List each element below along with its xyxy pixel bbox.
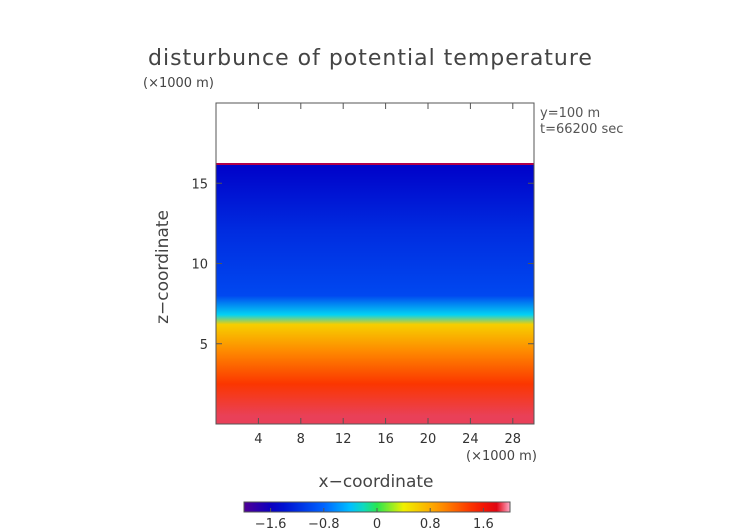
y-tick-label: 15 — [191, 177, 208, 192]
x-tick-label: 16 — [377, 432, 394, 447]
temperature-field — [216, 163, 534, 425]
colorbar-tick-label: −1.6 — [255, 517, 287, 532]
x-unit-label: (×1000 m) — [466, 449, 537, 464]
colorbar-tick-label: 1.6 — [473, 517, 494, 532]
info-time: t=66200 sec — [540, 122, 624, 137]
chart-title: disturbunce of potential temperature — [148, 46, 593, 71]
x-tick-label: 20 — [420, 432, 437, 447]
z-unit-label: (×1000 m) — [143, 76, 214, 91]
y-tick-label: 10 — [191, 258, 208, 273]
x-tick-label: 8 — [297, 432, 305, 447]
x-axis-label: x−coordinate — [318, 472, 434, 492]
colorbar-tick-label: 0.8 — [420, 517, 441, 532]
info-y-position: y=100 m — [540, 106, 601, 121]
x-tick-label: 24 — [462, 432, 479, 447]
info-annotation: y=100 m t=66200 sec — [540, 106, 623, 138]
x-tick-label: 28 — [505, 432, 522, 447]
x-tick-label: 12 — [335, 432, 352, 447]
x-tick-label: 4 — [254, 432, 262, 447]
colorbar-tick-label: 0 — [373, 517, 381, 532]
colorbar-tick-label: −0.8 — [308, 517, 340, 532]
y-tick-label: 5 — [200, 338, 208, 353]
